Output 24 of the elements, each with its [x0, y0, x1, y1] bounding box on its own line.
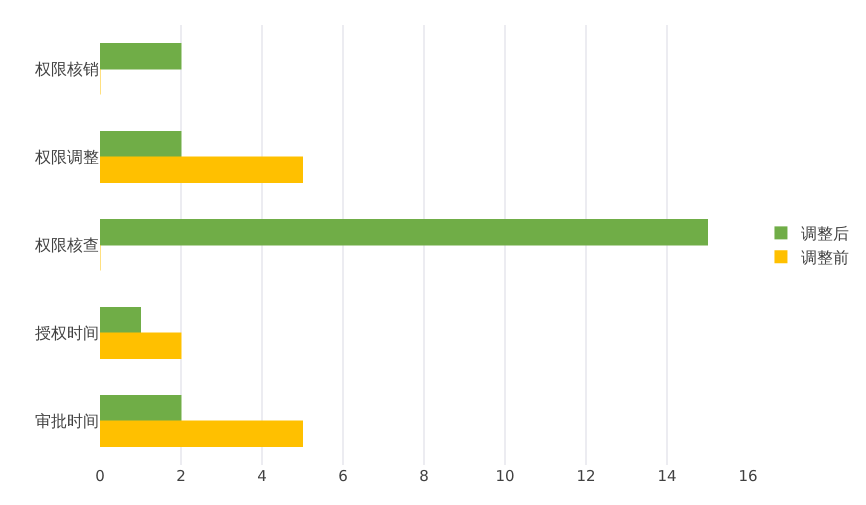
x-tick-label: 0 [95, 467, 105, 485]
x-tick-label: 8 [419, 467, 429, 485]
legend-label: 调整前 [800, 248, 849, 267]
bar [100, 218, 708, 246]
x-tick-label: 10 [495, 467, 515, 485]
bar [100, 420, 303, 448]
x-tick-label: 4 [257, 467, 267, 485]
y-tick-label: 权限核查 [34, 236, 99, 255]
x-tick-label: 6 [338, 467, 348, 485]
legend-label: 调整后 [800, 224, 849, 244]
y-tick-label: 审批时间 [35, 412, 99, 431]
bar [100, 394, 182, 422]
y-tick-label: 权限调整 [34, 148, 99, 167]
bar [100, 42, 182, 70]
x-tick-label: 16 [738, 467, 758, 485]
x-tick-label: 2 [176, 467, 186, 485]
bar [100, 130, 182, 158]
y-tick-label: 授权时间 [35, 324, 99, 343]
y-tick-label: 权限核销 [34, 60, 99, 79]
bar [100, 306, 141, 334]
bar [100, 156, 303, 184]
x-tick-label: 14 [657, 467, 677, 485]
bar [100, 332, 182, 360]
x-tick-label: 12 [576, 467, 596, 485]
